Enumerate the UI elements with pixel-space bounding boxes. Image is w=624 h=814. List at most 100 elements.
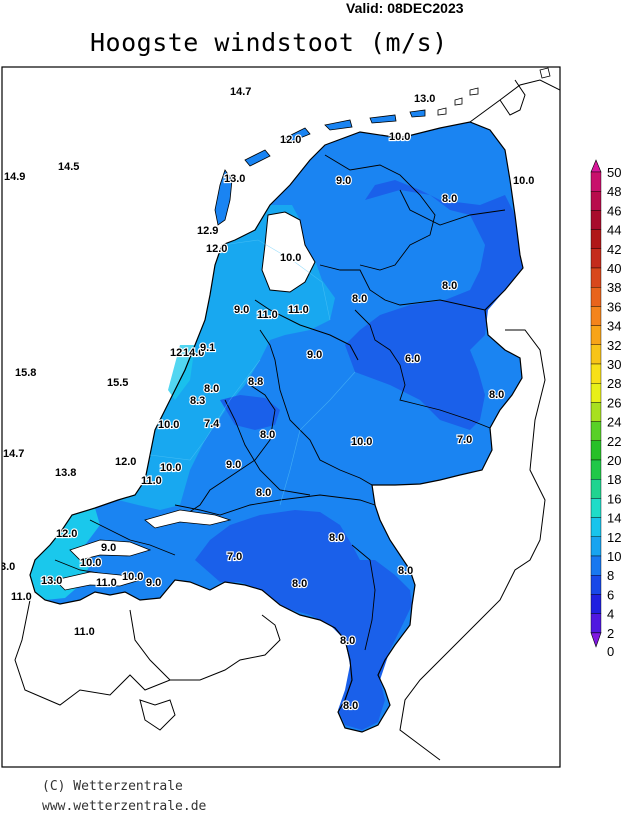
colorbar-tick-label: 28 [607, 376, 621, 391]
value-label: 11.0 [257, 309, 278, 321]
colorbar-tick-label: 44 [607, 223, 621, 238]
value-label: 9.0 [101, 542, 116, 554]
colorbar-swatch [590, 402, 602, 422]
value-label: 11.0 [288, 304, 309, 316]
colorbar-swatch [590, 248, 602, 269]
colorbar-tick-label: 12 [607, 530, 621, 545]
colorbar-tick-label: 6 [607, 587, 614, 602]
map-frame [1, 66, 561, 768]
value-label: 8.0 [442, 280, 457, 292]
colorbar-swatch [590, 517, 602, 537]
germany-internal-1 [399, 329, 546, 761]
value-label: 9.0 [234, 304, 249, 316]
value-label: 6.0 [405, 353, 420, 365]
website-url: www.wetterzentrale.de [42, 799, 207, 814]
value-label: 8.0 [340, 635, 355, 647]
colorbar-swatch [590, 325, 602, 346]
map-title: Hoogste windstoot (m/s) [90, 28, 448, 57]
value-label: 8.0 [204, 383, 219, 395]
value-label: 8.0 [352, 293, 367, 305]
value-label: 8.0 [292, 578, 307, 590]
value-label: 14.0 [183, 347, 204, 359]
value-label: 10.0 [280, 252, 301, 264]
value-label: 7.0 [457, 434, 472, 446]
value-label: 12.0 [206, 243, 227, 255]
colorbar-tick-label: 24 [607, 415, 621, 430]
colorbar-swatch [590, 287, 602, 307]
value-label: 10.0 [158, 419, 179, 431]
land-band-8-10 [30, 122, 523, 732]
colorbar-tick-label: 38 [607, 280, 621, 295]
land-band-12-14-coast [168, 345, 195, 400]
value-label: 8.0 [343, 700, 358, 712]
colorbar-tick-label: 36 [607, 299, 621, 314]
markermeer-dike [254, 299, 359, 361]
value-label: 3.0 [0, 561, 15, 573]
colorbar-tick-label: 0 [607, 644, 614, 659]
copyright-text: (C) Wetterzentrale [42, 779, 183, 794]
zeeland-estuaries [54, 509, 232, 591]
colorbar-swatch [590, 479, 602, 499]
value-label: 9.0 [146, 577, 161, 589]
colorbar-swatch [590, 594, 602, 614]
contour-lines [149, 239, 356, 506]
value-label: 10.0 [389, 131, 410, 143]
value-label: 10.0 [122, 571, 143, 583]
land-band-6-8-south [195, 510, 412, 730]
germany-coast [499, 79, 526, 116]
colorbar-swatch [590, 383, 602, 403]
value-label: 11.0 [74, 626, 95, 638]
value-label: 8.3 [190, 395, 205, 407]
value-label: 8.0 [442, 193, 457, 205]
value-label: 13.0 [224, 173, 245, 185]
colorbar-swatch [590, 459, 602, 480]
colorbar-tick-label: 46 [607, 203, 621, 218]
colorbar-tick-label: 50 [607, 165, 621, 180]
colorbar-tick-label: 16 [607, 491, 621, 506]
colorbar-tick-label: 34 [607, 319, 621, 334]
colorbar-swatch [590, 229, 602, 250]
colorbar-swatch [590, 306, 602, 326]
value-label: 11.0 [96, 577, 117, 589]
value-label: 15.5 [107, 377, 128, 389]
value-label: 9.1 [200, 342, 215, 354]
colorbar-tick-label: 30 [607, 357, 621, 372]
ijsselmeer [261, 211, 316, 293]
value-label: 9.0 [307, 349, 322, 361]
colorbar-tick-label: 20 [607, 453, 621, 468]
colorbar-tick-label: 2 [607, 626, 614, 641]
colorbar-bottom-arrow [590, 632, 602, 648]
colorbar-tick-label: 18 [607, 472, 621, 487]
value-label: 12.0 [115, 456, 136, 468]
belgium-internal-2 [139, 699, 176, 731]
colorbar-tick-label: 4 [607, 607, 614, 622]
colorbar-swatch [590, 498, 602, 518]
value-label: 12 [170, 347, 182, 359]
value-label: 7.4 [204, 418, 220, 430]
value-label: 15.8 [15, 367, 36, 379]
value-label: 13.0 [41, 575, 62, 587]
colorbar-tick-label: 14 [607, 511, 621, 526]
value-label: 8.0 [260, 429, 275, 441]
valid-date: Valid: 08DEC2023 [346, 0, 464, 16]
outer-islands [437, 67, 551, 116]
value-label: 8.0 [329, 532, 344, 544]
value-label: 13.8 [55, 467, 76, 479]
colorbar-swatch [590, 536, 602, 557]
value-label: 8.0 [256, 487, 271, 499]
wadden-islands [214, 109, 426, 226]
colorbar-swatch [590, 555, 602, 576]
value-label: 7.0 [227, 551, 242, 563]
value-label: 14.5 [58, 161, 79, 173]
colorbar-tick-label: 32 [607, 338, 621, 353]
netherlands-border [29, 121, 524, 733]
colorbar-tick-label: 22 [607, 434, 621, 449]
colorbar-swatch [590, 440, 602, 461]
value-label: 13.0 [414, 93, 435, 105]
colorbar-tick-label: 26 [607, 395, 621, 410]
value-label: 11.0 [11, 591, 32, 603]
value-labels: 14.7 13.0 12.0 10.0 14.9 14.5 13.0 9.0 1… [0, 86, 536, 713]
colorbar-swatch [590, 613, 602, 633]
colorbar-tick-label: 8 [607, 568, 614, 583]
